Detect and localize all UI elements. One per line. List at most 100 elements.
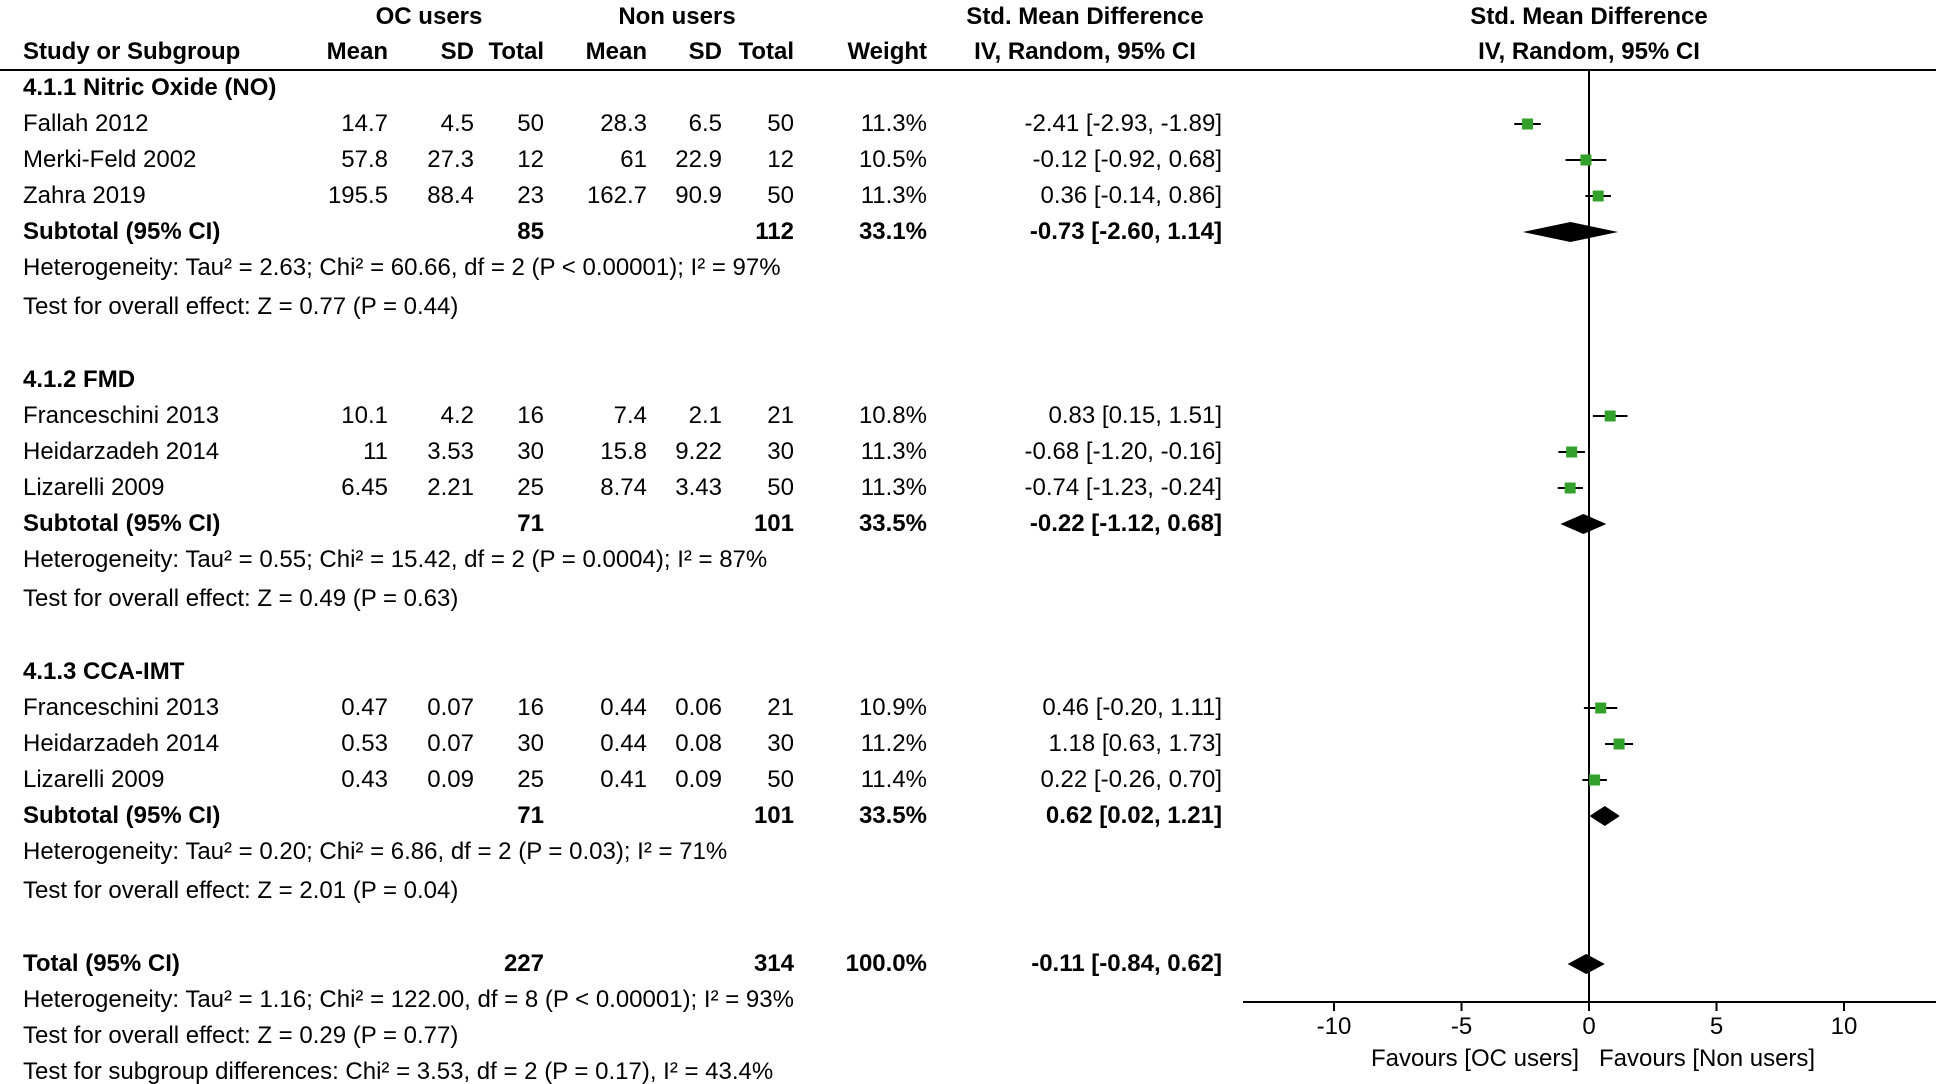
header-total-non: Total (738, 38, 794, 65)
header-study-or-subgroup: Study or Subgroup (23, 38, 241, 65)
cell-total1: 227 (503, 950, 544, 977)
row-label: Heterogeneity: Tau² = 1.16; Chi² = 122.0… (23, 986, 794, 1013)
cell-ci: 0.46 [-0.20, 1.11] (1042, 694, 1222, 721)
header-oc-users-group: OC users (375, 3, 483, 30)
cell-weight: 10.9% (858, 694, 927, 721)
cell-mean1: 0.47 (341, 694, 388, 721)
cell-total1: 12 (517, 146, 544, 173)
row-label: Test for overall effect: Z = 0.77 (P = 0… (23, 293, 459, 320)
cell-study-name: Merki-Feld 2002 (23, 146, 197, 173)
cell-mean2: 7.4 (613, 402, 647, 429)
cell-sd2: 22.9 (675, 146, 722, 173)
cell-ci: -2.41 [-2.93, -1.89] (1024, 110, 1222, 137)
note-row: Heterogeneity: Tau² = 0.20; Chi² = 6.86,… (0, 834, 1950, 870)
header-smd-text-col: Std. Mean Difference (966, 3, 1204, 30)
header-mean-oc: Mean (326, 38, 388, 65)
cell-sd1: 4.2 (440, 402, 474, 429)
cell-total2: 21 (767, 694, 794, 721)
cell-study-name: Lizarelli 2009 (23, 766, 165, 793)
header-weight: Weight (847, 38, 927, 65)
cell-ci: -0.73 [-2.60, 1.14] (1029, 218, 1222, 245)
cell-total2: 12 (767, 146, 794, 173)
cell-total2: 314 (753, 950, 794, 977)
cell-mean2: 15.8 (600, 438, 647, 465)
row-label: Test for overall effect: Z = 0.49 (P = 0… (23, 585, 459, 612)
header-columns-row: Study or Subgroup Mean SD Total Mean SD … (0, 34, 1950, 70)
cell-sd1: 4.5 (440, 110, 474, 137)
study-row: Lizarelli 2009 6.45 2.21 25 8.74 3.43 50 11.3% -… (0, 470, 1950, 506)
row-label: 4.1.1 Nitric Oxide (NO) (23, 74, 277, 101)
study-row: Lizarelli 2009 0.43 0.09 25 0.41 0.09 50 11.4% 0… (0, 762, 1950, 798)
header-non-users-group: Non users (618, 3, 736, 30)
cell-mean1: 6.45 (341, 474, 388, 501)
study-row: Heidarzadeh 2014 0.53 0.07 30 0.44 0.08 30 11.2… (0, 726, 1950, 762)
row-label: 4.1.3 CCA-IMT (23, 658, 185, 685)
subtotal-row: Subtotal (95% CI) 85 112 33.1% -0.73 [-2.60,… (0, 214, 1950, 250)
cell-mean2: 162.7 (586, 182, 647, 209)
cell-sd1: 0.07 (427, 694, 474, 721)
cell-study-name: Subtotal (95% CI) (23, 218, 221, 245)
cell-mean2: 61 (620, 146, 647, 173)
cell-ci: -0.12 [-0.92, 0.68] (1032, 146, 1222, 173)
cell-total1: 71 (517, 802, 544, 829)
cell-study-name: Subtotal (95% CI) (23, 510, 221, 537)
cell-study-name: Zahra 2019 (23, 182, 146, 209)
row-label: Test for overall effect: Z = 2.01 (P = 0… (23, 877, 459, 904)
cell-mean1: 14.7 (341, 110, 388, 137)
cell-weight: 11.2% (860, 730, 927, 757)
subgroup-row: 4.1.1 Nitric Oxide (NO) (0, 70, 1950, 106)
cell-study-name: Heidarzadeh 2014 (23, 730, 220, 757)
header-ci-text-col: IV, Random, 95% CI (974, 38, 1196, 65)
cell-weight: 11.4% (860, 766, 927, 793)
study-row: Franceschini 2013 0.47 0.07 16 0.44 0.06 21 10.… (0, 690, 1950, 726)
cell-weight: 11.3% (860, 182, 927, 209)
cell-sd1: 0.07 (427, 730, 474, 757)
study-row: Heidarzadeh 2014 11 3.53 30 15.8 9.22 30 11.3% -… (0, 434, 1950, 470)
subgroup-row: 4.1.3 CCA-IMT (0, 654, 1950, 690)
cell-mean2: 8.74 (600, 474, 647, 501)
cell-weight: 33.5% (858, 510, 927, 537)
cell-mean2: 0.41 (600, 766, 647, 793)
cell-mean1: 57.8 (341, 146, 388, 173)
test-row: Test for overall effect: Z = 0.49 (P = 0… (0, 578, 1950, 619)
cell-total2: 30 (767, 438, 794, 465)
cell-sd1: 0.09 (427, 766, 474, 793)
header-sd-oc: SD (440, 38, 474, 65)
study-row: Zahra 2019 195.5 88.4 23 162.7 90.9 50 11.3% 0.3… (0, 178, 1950, 214)
cell-total2: 50 (767, 182, 794, 209)
cell-total1: 50 (517, 110, 544, 137)
cell-weight: 11.3% (860, 474, 927, 501)
header-ci-plot-col: IV, Random, 95% CI (1478, 38, 1700, 65)
cell-study-name: Franceschini 2013 (23, 402, 220, 429)
cell-sd2: 2.1 (688, 402, 722, 429)
cell-weight: 10.8% (858, 402, 927, 429)
cell-total2: 50 (767, 766, 794, 793)
subgroup-row: 4.1.2 FMD (0, 362, 1950, 398)
cell-sd1: 3.53 (427, 438, 474, 465)
cell-mean1: 195.5 (327, 182, 388, 209)
study-row: Fallah 2012 14.7 4.5 50 28.3 6.5 50 11.3% -2.41 … (0, 106, 1950, 142)
cell-sd2: 9.22 (675, 438, 722, 465)
study-row: Franceschini 2013 10.1 4.2 16 7.4 2.1 21 10.8% 0… (0, 398, 1950, 434)
cell-weight: 10.5% (858, 146, 927, 173)
total-row: Total (95% CI) 227 314 100.0% -0.11 [-0.84, … (0, 946, 1950, 982)
row-label: Test for overall effect: Z = 0.29 (P = 0… (23, 1022, 459, 1049)
cell-mean1: 10.1 (341, 402, 388, 429)
cell-total1: 16 (517, 402, 544, 429)
cell-sd1: 88.4 (427, 182, 474, 209)
cell-ci: 1.18 [0.63, 1.73] (1048, 730, 1222, 757)
note-row: Heterogeneity: Tau² = 2.63; Chi² = 60.66… (0, 250, 1950, 286)
test-row: Test for overall effect: Z = 2.01 (P = 0… (0, 870, 1950, 911)
cell-ci: -0.22 [-1.12, 0.68] (1029, 510, 1222, 537)
note-row: Test for overall effect: Z = 0.29 (P = 0… (0, 1018, 1950, 1054)
cell-total1: 23 (517, 182, 544, 209)
cell-sd2: 6.5 (688, 110, 722, 137)
header-sd-non: SD (688, 38, 722, 65)
cell-weight: 100.0% (845, 950, 927, 977)
cell-ci: 0.83 [0.15, 1.51] (1048, 402, 1222, 429)
row-label: 4.1.2 FMD (23, 366, 136, 393)
study-row: Merki-Feld 2002 57.8 27.3 12 61 22.9 12 10.5% -0… (0, 142, 1950, 178)
cell-sd1: 27.3 (427, 146, 474, 173)
cell-study-name: Total (95% CI) (23, 950, 180, 977)
